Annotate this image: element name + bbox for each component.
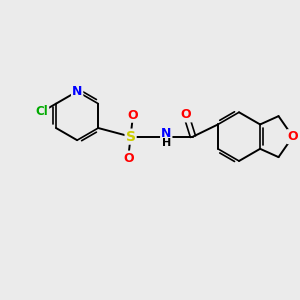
Text: O: O <box>128 109 138 122</box>
Text: N: N <box>161 127 171 140</box>
Text: N: N <box>72 85 82 98</box>
Text: S: S <box>126 130 136 144</box>
Text: O: O <box>123 152 134 164</box>
Text: H: H <box>162 138 171 148</box>
Text: O: O <box>287 130 298 143</box>
Text: O: O <box>181 108 191 122</box>
Text: Cl: Cl <box>35 105 48 118</box>
